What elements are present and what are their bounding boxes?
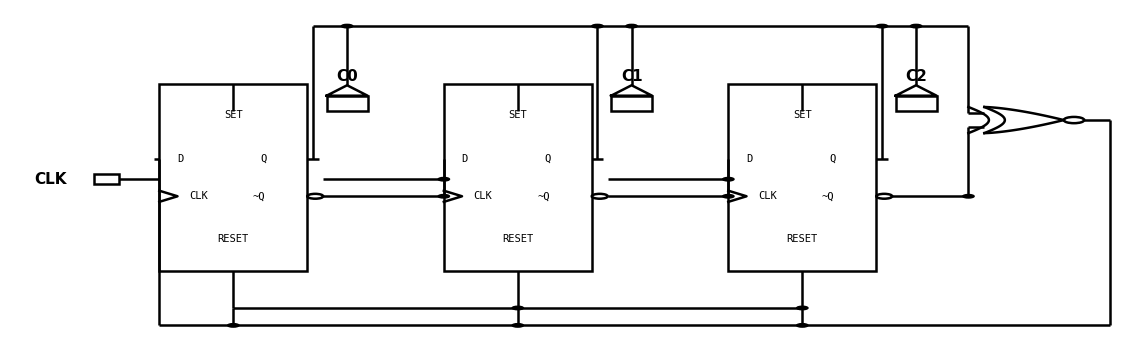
Text: D: D xyxy=(747,154,752,164)
Text: SET: SET xyxy=(509,110,527,120)
Circle shape xyxy=(512,306,523,310)
Circle shape xyxy=(512,324,523,327)
Text: Q: Q xyxy=(544,154,551,164)
Circle shape xyxy=(1064,117,1085,123)
Circle shape xyxy=(341,24,353,28)
Circle shape xyxy=(723,177,734,181)
Circle shape xyxy=(438,195,450,198)
Circle shape xyxy=(626,24,637,28)
Text: CLK: CLK xyxy=(758,191,776,201)
Text: ~Q: ~Q xyxy=(253,191,265,201)
Bar xyxy=(444,84,592,271)
Text: RESET: RESET xyxy=(502,235,534,245)
Text: Q: Q xyxy=(828,154,835,164)
Text: CLK: CLK xyxy=(473,191,492,201)
Bar xyxy=(94,174,119,184)
Text: C0: C0 xyxy=(336,69,358,84)
Text: C2: C2 xyxy=(905,69,927,84)
Text: D: D xyxy=(178,154,183,164)
Bar xyxy=(327,96,368,111)
Circle shape xyxy=(592,194,608,199)
Circle shape xyxy=(797,324,808,327)
Circle shape xyxy=(438,177,450,181)
Text: C1: C1 xyxy=(620,69,643,84)
Bar xyxy=(611,96,652,111)
Text: RESET: RESET xyxy=(786,235,818,245)
Circle shape xyxy=(876,194,892,199)
Text: ~Q: ~Q xyxy=(537,191,550,201)
Circle shape xyxy=(592,24,603,28)
Circle shape xyxy=(723,195,734,198)
Text: ~Q: ~Q xyxy=(822,191,834,201)
Bar xyxy=(159,84,307,271)
Text: SET: SET xyxy=(793,110,811,120)
Text: D: D xyxy=(462,154,468,164)
Text: CLK: CLK xyxy=(34,172,67,187)
Text: SET: SET xyxy=(224,110,242,120)
Circle shape xyxy=(963,195,974,198)
Text: Q: Q xyxy=(259,154,266,164)
Text: CLK: CLK xyxy=(189,191,207,201)
Bar xyxy=(896,96,937,111)
Circle shape xyxy=(228,324,239,327)
Circle shape xyxy=(797,306,808,310)
Circle shape xyxy=(876,24,888,28)
Text: RESET: RESET xyxy=(217,235,249,245)
Bar xyxy=(728,84,876,271)
Circle shape xyxy=(910,24,922,28)
Circle shape xyxy=(307,194,323,199)
